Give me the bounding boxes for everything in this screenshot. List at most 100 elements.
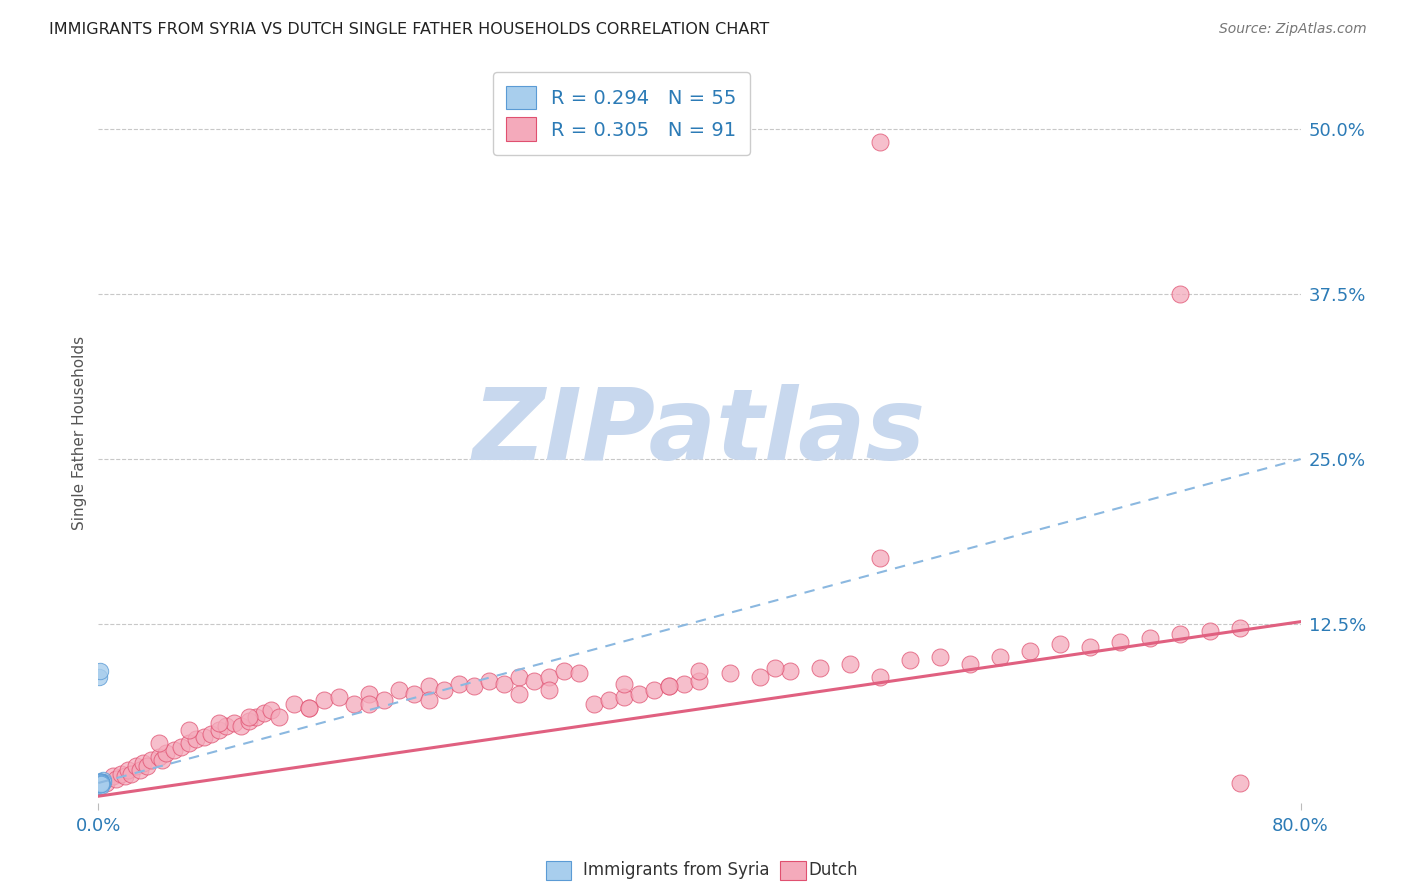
Point — [447, 677, 470, 691]
Point — [373, 692, 395, 706]
Point — [89, 777, 111, 791]
Point — [90, 774, 112, 789]
Point — [94, 776, 117, 790]
Point — [568, 666, 591, 681]
Point — [89, 776, 111, 790]
Point — [222, 716, 245, 731]
Point — [89, 776, 111, 790]
Point — [89, 777, 111, 791]
Point — [583, 697, 606, 711]
Point — [628, 687, 651, 701]
Point — [121, 766, 143, 780]
Point — [148, 736, 170, 750]
Point — [177, 736, 200, 750]
Point — [658, 680, 681, 694]
Point — [1229, 621, 1251, 635]
Point — [283, 697, 305, 711]
Point — [1199, 624, 1222, 638]
Point — [89, 774, 111, 789]
Text: ZIPatlas: ZIPatlas — [472, 384, 927, 481]
Point — [125, 758, 148, 772]
Point — [508, 687, 530, 701]
Text: Immigrants from Syria: Immigrants from Syria — [583, 861, 770, 879]
Point — [89, 774, 111, 789]
Point — [162, 743, 184, 757]
Point — [132, 756, 155, 771]
Point — [267, 710, 290, 724]
Point — [988, 650, 1011, 665]
Point — [89, 776, 111, 790]
Point — [508, 670, 530, 684]
Point — [418, 692, 440, 706]
Point — [357, 697, 380, 711]
Point — [260, 703, 283, 717]
Point — [1078, 640, 1101, 654]
Point — [89, 777, 111, 791]
Point — [929, 650, 952, 665]
Point — [838, 657, 860, 671]
Legend: R = 0.294   N = 55, R = 0.305   N = 91: R = 0.294 N = 55, R = 0.305 N = 91 — [494, 72, 751, 154]
Point — [139, 754, 162, 768]
Point — [689, 674, 711, 689]
Point — [90, 776, 112, 790]
Point — [253, 706, 276, 720]
Point — [1170, 286, 1192, 301]
Point — [90, 777, 112, 791]
Point — [184, 732, 207, 747]
Point — [90, 777, 112, 791]
Point — [89, 774, 111, 789]
Point — [748, 670, 770, 684]
Point — [433, 683, 456, 698]
Point — [89, 777, 111, 791]
Point — [238, 714, 260, 728]
Point — [90, 776, 112, 790]
Point — [1139, 631, 1161, 645]
Point — [869, 670, 891, 684]
Point — [869, 551, 891, 566]
Point — [658, 680, 681, 694]
Point — [343, 697, 366, 711]
Point — [89, 777, 111, 791]
Point — [89, 779, 111, 793]
Point — [89, 777, 111, 791]
Point — [1170, 626, 1192, 640]
Point — [808, 661, 831, 675]
Point — [89, 777, 111, 791]
Point — [90, 776, 112, 790]
Point — [89, 774, 111, 789]
Point — [89, 774, 111, 789]
Point — [494, 677, 516, 691]
Point — [357, 687, 380, 701]
Point — [89, 777, 111, 791]
Point — [89, 776, 111, 790]
Point — [148, 749, 170, 764]
Point — [869, 135, 891, 149]
Point — [170, 740, 193, 755]
Point — [1109, 634, 1132, 648]
Point — [245, 710, 267, 724]
Point — [89, 777, 111, 791]
Point — [598, 692, 620, 706]
Point — [90, 774, 112, 789]
Point — [117, 763, 139, 777]
Point — [208, 723, 231, 737]
Point — [478, 674, 501, 689]
Point — [90, 776, 112, 790]
Point — [89, 774, 111, 789]
Point — [90, 776, 112, 790]
Point — [402, 687, 425, 701]
Point — [89, 774, 111, 789]
Point — [208, 716, 231, 731]
Point — [110, 766, 132, 780]
Point — [718, 666, 741, 681]
Point — [129, 763, 152, 777]
Point — [90, 777, 112, 791]
Point — [538, 670, 561, 684]
Point — [1049, 637, 1071, 651]
Point — [89, 776, 111, 790]
Point — [90, 776, 112, 790]
Point — [959, 657, 981, 671]
Point — [89, 776, 111, 790]
Point — [200, 727, 222, 741]
Point — [90, 776, 112, 790]
